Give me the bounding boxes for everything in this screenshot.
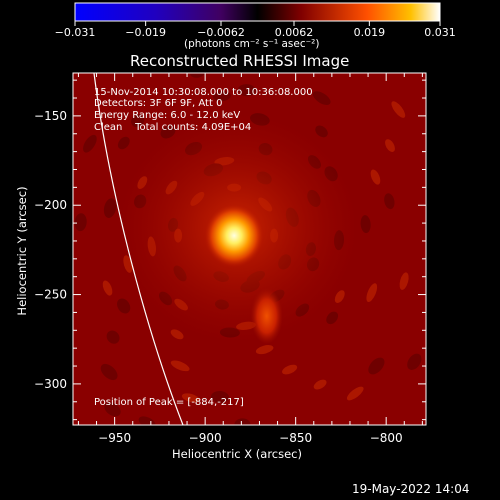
x-axis-ticks: −950 −900 −850 −800 [77,73,423,445]
clean-artifact [212,91,231,102]
colorbar-ticks: −0.031 −0.019 −0.0062 0.0062 0.019 0.031 [55,21,456,39]
clean-artifact [57,265,70,283]
clean-artifact [138,416,156,425]
clean-artifact [282,364,298,375]
clean-artifact [47,235,60,252]
colorbar-unit-label: (photons cm⁻² s⁻¹ asec⁻²) [184,38,320,50]
clean-artifact [368,357,385,375]
annotation-energy-range: Energy Range: 6.0 - 12.0 keV [94,110,241,121]
footer-date: 19-May-2022 14:04 [352,482,470,496]
y-tick-label: −250 [34,288,67,302]
clean-artifact [234,418,251,425]
clean-artifact [346,386,364,401]
x-tick-label: −950 [98,431,131,445]
clean-artifact [22,330,40,352]
clean-artifact [391,101,406,118]
annotation-clean-counts: Clean Total counts: 4.09E+04 [94,122,252,133]
clean-artifact [255,345,274,355]
x-axis-label: Heliocentric X (arcsec) [172,447,302,461]
secondary-source [250,288,283,345]
colorbar-tick-label: 0.031 [424,26,456,39]
peak-source [204,203,265,268]
clean-artifact [170,329,184,340]
clean-artifact [190,73,206,78]
x-tick-label: −850 [279,431,312,445]
clean-artifact [313,379,327,390]
rhessi-image [12,21,462,425]
clean-artifact [384,193,395,210]
clean-artifact [430,254,440,271]
y-tick-label: −150 [34,109,67,123]
clean-artifact [93,56,114,75]
clean-artifact [360,215,371,234]
annotation-detectors: Detectors: 3F 6F 9F, Att 0 [94,98,223,109]
clean-artifact [170,360,190,372]
clean-artifact [334,290,345,303]
clean-artifact [399,272,409,290]
clean-artifact [116,298,131,314]
clean-artifact [211,390,229,404]
colorbar-tick-label: 0.0062 [275,26,314,39]
annotation-time-range: 15-Nov-2014 10:30:08.000 to 10:36:08.000 [94,87,313,98]
colorbar-tick-label: −0.019 [125,26,166,39]
clean-artifact [100,363,118,381]
colorbar-tick-label: −0.0062 [197,26,245,39]
clean-artifact [102,280,113,296]
clean-artifact [370,169,381,185]
plot-frame [72,72,427,426]
clean-artifact [315,125,328,138]
clean-artifact [83,134,97,153]
solar-limb-curve [93,73,184,425]
colorbar-tick-label: 0.019 [354,26,386,39]
colorbar-tick-label: −0.031 [55,26,96,39]
clean-artifact [385,139,395,152]
clean-artifact [312,91,331,105]
clean-artifact [407,353,422,370]
y-axis-label: Heliocentric Y (arcsec) [15,186,29,316]
y-axis-ticks: −150 −200 −250 −300 [34,79,426,421]
clean-artifact [46,142,63,163]
chart-title: Reconstructed RHESSI Image [130,52,350,70]
clean-artifact [106,330,120,344]
clean-artifact [237,84,256,97]
clean-artifact [12,159,26,177]
x-tick-label: −900 [189,431,222,445]
y-tick-label: −200 [34,198,67,212]
y-tick-label: −300 [34,377,67,391]
clean-artifact [354,39,376,59]
peak-position-label: Position of Peak = [-884,-217] [94,397,244,408]
clean-artifact [326,311,339,325]
x-tick-label: −800 [370,431,403,445]
clean-artifact [117,136,130,150]
clean-artifact [104,402,121,417]
clean-artifact [131,114,145,128]
clean-artifact [181,393,200,403]
clean-artifact [253,21,270,31]
clean-artifact [74,213,87,232]
clean-artifact [448,189,462,205]
clean-artifact [103,198,117,218]
clean-artifact [366,283,378,302]
colorbar [74,2,441,22]
